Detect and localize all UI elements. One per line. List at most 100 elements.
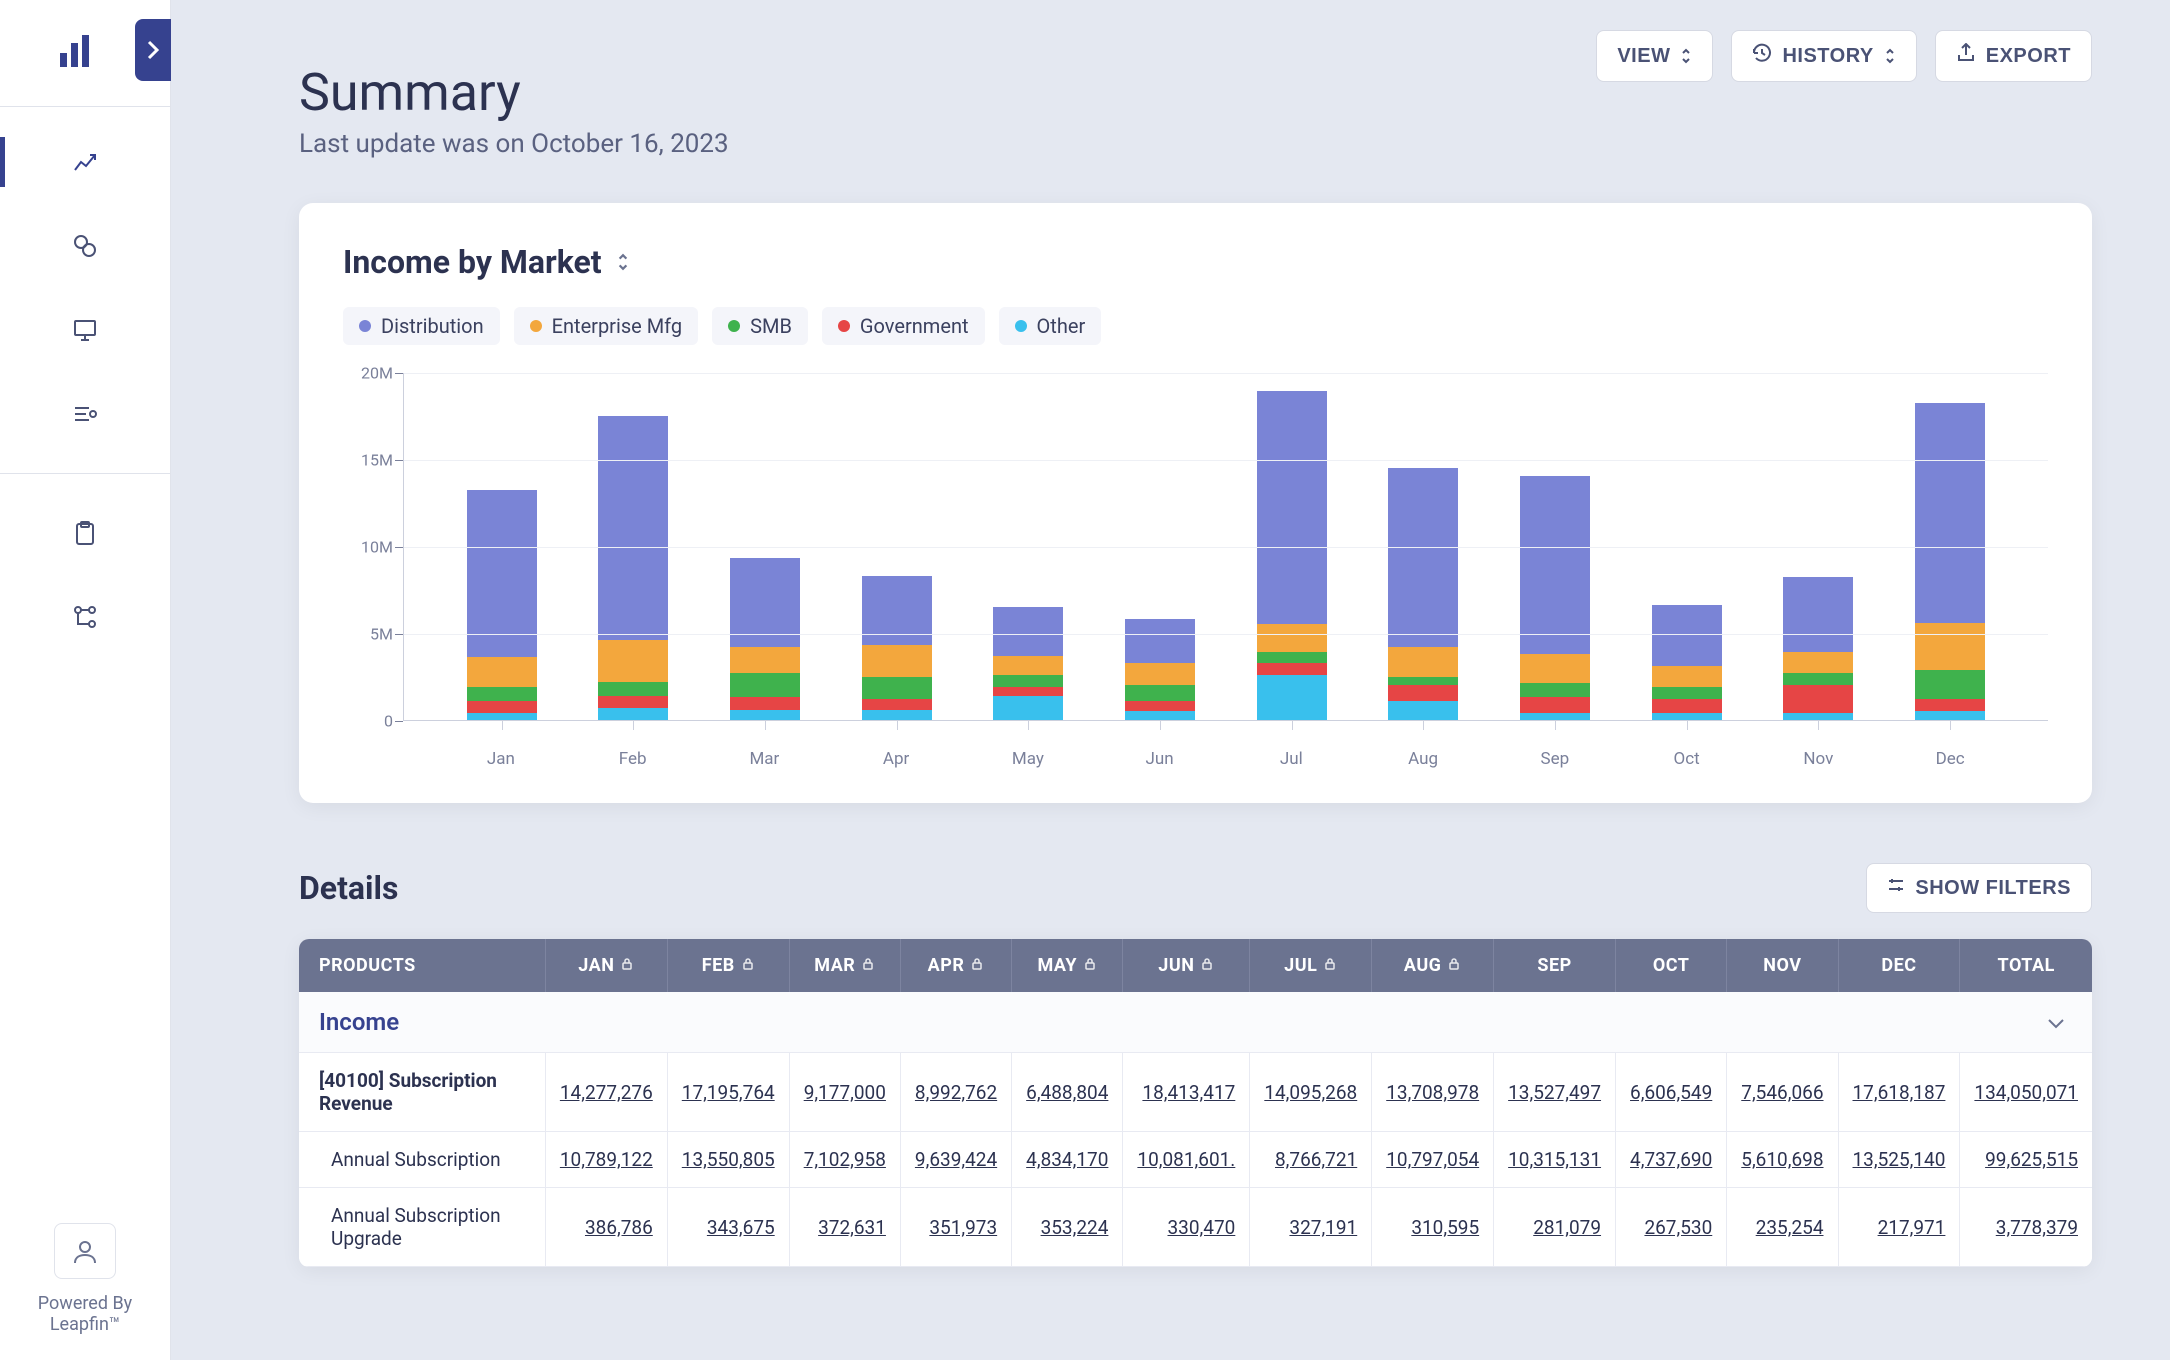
- cell-value[interactable]: 10,315,131: [1494, 1132, 1616, 1188]
- cell-value[interactable]: 7,546,066: [1727, 1053, 1838, 1132]
- legend-item[interactable]: Enterprise Mfg: [514, 307, 699, 345]
- legend-label: Other: [1037, 314, 1086, 338]
- cell-value[interactable]: 6,488,804: [1012, 1053, 1123, 1132]
- cell-value[interactable]: 14,095,268: [1250, 1053, 1372, 1132]
- nav-presentation[interactable]: [0, 305, 170, 355]
- bar-segment: [1783, 652, 1853, 673]
- column-header[interactable]: AUG: [1372, 939, 1494, 992]
- column-header[interactable]: PRODUCTS: [299, 939, 545, 992]
- cell-value[interactable]: 14,277,276: [545, 1053, 667, 1132]
- bar-segment: [467, 490, 537, 657]
- lock-icon: [861, 955, 875, 976]
- row-label: Annual Subscription: [299, 1132, 545, 1188]
- column-label: AUG: [1404, 955, 1442, 976]
- cell-value[interactable]: 217,971: [1838, 1188, 1960, 1267]
- chart-title-row[interactable]: Income by Market: [343, 243, 2048, 281]
- cell-value[interactable]: 10,081,601.: [1123, 1132, 1250, 1188]
- cell-value[interactable]: 353,224: [1012, 1188, 1123, 1267]
- nav-hierarchy[interactable]: [0, 592, 170, 642]
- bar-segment: [1652, 687, 1722, 699]
- cell-value[interactable]: 13,527,497: [1494, 1053, 1616, 1132]
- x-tick-label: Feb: [598, 749, 668, 769]
- table-row: Annual Subscription10,789,12213,550,8057…: [299, 1132, 2092, 1188]
- bar-segment: [1257, 652, 1327, 662]
- legend-item[interactable]: Government: [822, 307, 985, 345]
- table-row: [40100] Subscription Revenue14,277,27617…: [299, 1053, 2092, 1132]
- nav-filter-list[interactable]: [0, 389, 170, 439]
- group-row[interactable]: Income: [299, 992, 2092, 1053]
- column-header[interactable]: JUN: [1123, 939, 1250, 992]
- bar-segment: [1783, 577, 1853, 652]
- column-header[interactable]: APR: [900, 939, 1011, 992]
- cell-value[interactable]: 17,618,187: [1838, 1053, 1960, 1132]
- bar-segment: [1652, 713, 1722, 720]
- column-header[interactable]: NOV: [1727, 939, 1838, 992]
- cell-value[interactable]: 4,834,170: [1012, 1132, 1123, 1188]
- column-header[interactable]: SEP: [1494, 939, 1616, 992]
- cell-value[interactable]: 99,625,515: [1960, 1132, 2092, 1188]
- legend-item[interactable]: Other: [999, 307, 1102, 345]
- column-header[interactable]: OCT: [1616, 939, 1727, 992]
- bar-segment: [1915, 699, 1985, 711]
- legend-label: Enterprise Mfg: [552, 314, 683, 338]
- cell-value[interactable]: 13,550,805: [667, 1132, 789, 1188]
- column-header[interactable]: TOTAL: [1960, 939, 2092, 992]
- y-tick-label: 0: [384, 712, 393, 731]
- cell-value[interactable]: 10,797,054: [1372, 1132, 1494, 1188]
- cell-value[interactable]: 281,079: [1494, 1188, 1616, 1267]
- bar-segment: [1257, 663, 1327, 675]
- nav-clipboard[interactable]: [0, 508, 170, 558]
- cell-value[interactable]: 343,675: [667, 1188, 789, 1267]
- cell-value[interactable]: 13,525,140: [1838, 1132, 1960, 1188]
- cell-value[interactable]: 8,766,721: [1250, 1132, 1372, 1188]
- cell-value[interactable]: 4,737,690: [1616, 1132, 1727, 1188]
- user-button[interactable]: [54, 1223, 116, 1279]
- bar-segment: [1388, 468, 1458, 647]
- sidebar-header: [0, 0, 170, 107]
- cell-value[interactable]: 7,102,958: [789, 1132, 900, 1188]
- cell-value[interactable]: 6,606,549: [1616, 1053, 1727, 1132]
- cell-value[interactable]: 18,413,417: [1123, 1053, 1250, 1132]
- legend-label: Distribution: [381, 314, 484, 338]
- cell-value[interactable]: 351,973: [900, 1188, 1011, 1267]
- column-header[interactable]: MAR: [789, 939, 900, 992]
- chart-title: Income by Market: [343, 243, 602, 281]
- cell-value[interactable]: 386,786: [545, 1188, 667, 1267]
- cell-value[interactable]: 13,708,978: [1372, 1053, 1494, 1132]
- legend-item[interactable]: Distribution: [343, 307, 500, 345]
- cell-value[interactable]: 5,610,698: [1727, 1132, 1838, 1188]
- nav-link[interactable]: [0, 221, 170, 271]
- bar-segment: [1257, 391, 1327, 624]
- column-header[interactable]: JUL: [1250, 939, 1372, 992]
- cell-value[interactable]: 330,470: [1123, 1188, 1250, 1267]
- show-filters-button[interactable]: SHOW FILTERS: [1866, 863, 2092, 913]
- column-header[interactable]: JAN: [545, 939, 667, 992]
- cell-value[interactable]: 10,789,122: [545, 1132, 667, 1188]
- legend-item[interactable]: SMB: [712, 307, 808, 345]
- nav-trends[interactable]: [0, 137, 170, 187]
- bar-segment: [1520, 476, 1590, 653]
- expand-sidebar-button[interactable]: [135, 19, 171, 81]
- cell-value[interactable]: 3,778,379: [1960, 1188, 2092, 1267]
- cell-value[interactable]: 235,254: [1727, 1188, 1838, 1267]
- column-label: JUN: [1158, 955, 1194, 976]
- cell-value[interactable]: 327,191: [1250, 1188, 1372, 1267]
- cell-value[interactable]: 9,639,424: [900, 1132, 1011, 1188]
- lock-icon: [1447, 955, 1461, 976]
- column-header[interactable]: DEC: [1838, 939, 1960, 992]
- cell-value[interactable]: 310,595: [1372, 1188, 1494, 1267]
- bar-segment: [467, 687, 537, 701]
- cell-value[interactable]: 267,530: [1616, 1188, 1727, 1267]
- bar-segment: [993, 675, 1063, 687]
- column-header[interactable]: MAY: [1012, 939, 1123, 992]
- cell-value[interactable]: 8,992,762: [900, 1053, 1011, 1132]
- cell-value[interactable]: 372,631: [789, 1188, 900, 1267]
- column-header[interactable]: FEB: [667, 939, 789, 992]
- bar-segment: [862, 645, 932, 676]
- cell-value[interactable]: 9,177,000: [789, 1053, 900, 1132]
- x-tick-label: Nov: [1783, 749, 1853, 769]
- cell-value[interactable]: 134,050,071: [1960, 1053, 2092, 1132]
- nav-divider: [0, 473, 170, 474]
- cell-value[interactable]: 17,195,764: [667, 1053, 789, 1132]
- bar-segment: [1783, 713, 1853, 720]
